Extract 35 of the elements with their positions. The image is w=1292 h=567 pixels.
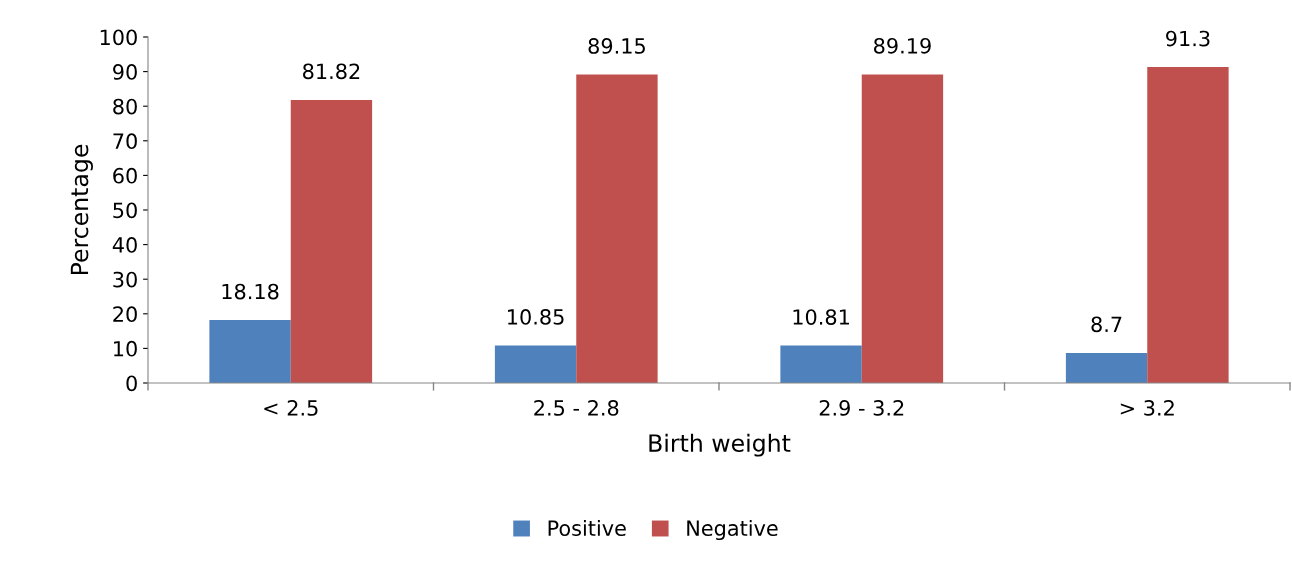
y-tick-label: 0 [126,375,137,392]
y-tick-label: 100 [100,29,137,46]
bar [209,320,291,383]
bar [290,99,373,383]
bar [780,345,862,383]
bar [1147,67,1229,383]
data-label: 10.85 [508,309,564,325]
data-label: 89.19 [874,37,931,54]
x-axis-title: Birth weight [649,433,791,457]
bar [1065,352,1148,383]
y-tick-label: 90 [113,64,137,80]
x-tick-label: 2.9 - 3.2 [819,400,904,416]
x-tick-label: 2.5 - 2.8 [534,400,619,416]
x-tick-label: > 3.2 [1120,400,1174,416]
y-tick-label: 30 [113,271,137,288]
y-tick-label: 40 [112,237,137,253]
bar [494,345,577,383]
data-label: 10.81 [793,309,849,325]
legend-label: Negative [687,519,778,541]
y-tick-label: 80 [113,98,137,115]
y-tick-label: 60 [113,167,137,184]
legend-label: Positive [548,519,626,537]
y-tick-label: 70 [113,133,137,150]
bar [576,74,658,383]
data-label: 18.18 [222,283,279,300]
y-tick-label: 20 [113,306,137,323]
data-label: 89.15 [588,38,645,54]
y-tick-label: 50 [113,202,137,219]
data-label: 91.3 [1166,30,1210,47]
data-label: 81.82 [303,63,360,80]
x-tick-label: < 2.5 [264,400,318,416]
data-label: 8.7 [1091,316,1122,333]
y-tick-label: 10 [114,340,137,357]
bar [861,74,944,383]
y-axis-title: Percentage [70,144,93,275]
